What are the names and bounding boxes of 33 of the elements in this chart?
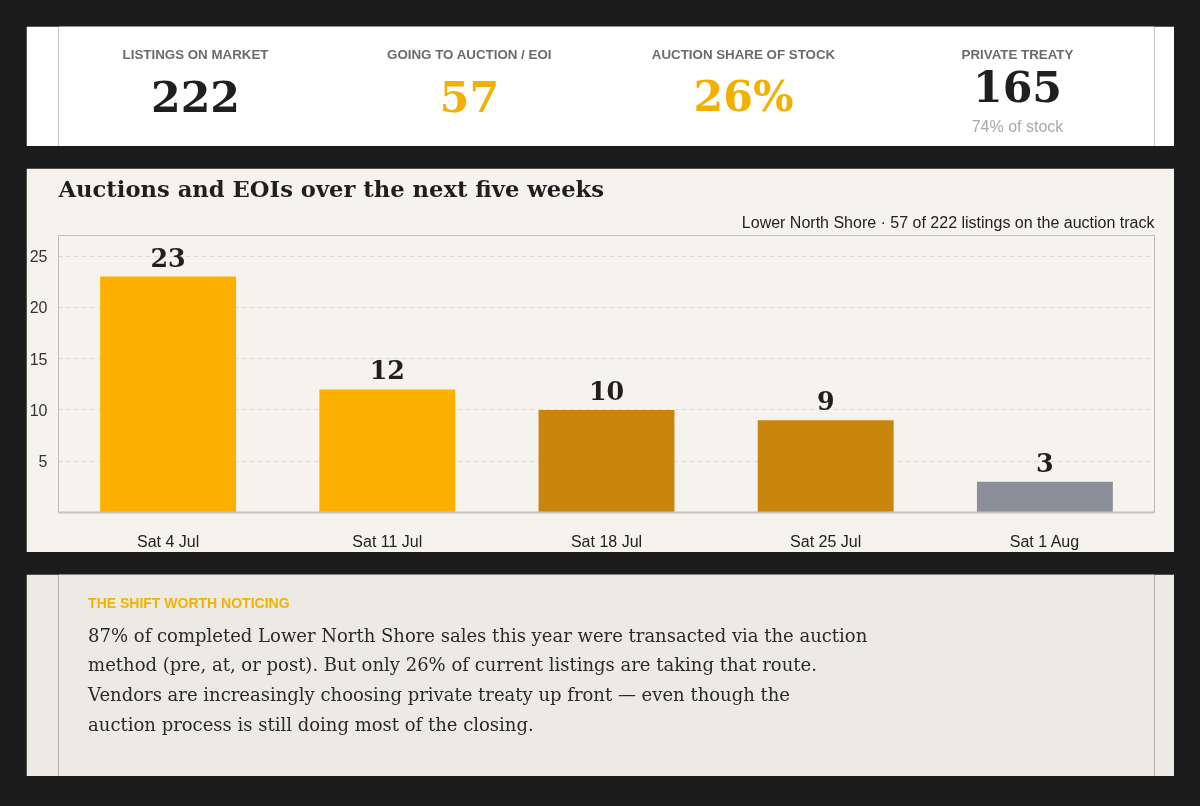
category-label: AUCTION SHARE OF STOCK [651,46,836,62]
bar [976,481,1113,513]
data-label: 10 [588,375,625,406]
text: 26% [693,71,794,122]
y-tick-label: 10 [29,401,48,419]
x-tick-label: Sat 4 Jul [136,532,200,550]
y-tick-label: 20 [29,299,48,317]
data-label: 9 [816,386,835,417]
text: 222 [150,71,241,122]
data-label: 23 [150,242,186,273]
category-label: PRIVATE TREATY [961,46,1074,62]
data-label: 12 [369,355,405,386]
category-label: LISTINGS ON MARKET [122,46,269,62]
text: THE SHIFT WORTH NOTICING [88,594,290,611]
text: 74% of stock [971,117,1065,135]
text: 87% of completed Lower North Shore sales this year were transacted via the auction method (pre, at, or post). But only 26% of current listings are taking that route. Vendors are increasingly choosing private treaty up front — even though the auction process is still doing most of the closing. [87,624,868,736]
y-tick-label: 5 [38,453,48,471]
x-tick-label: Sat 1 Aug [1009,532,1080,550]
x-tick-label: Sat 18 Jul [570,532,643,550]
x-tick-label: Sat 11 Jul [352,532,423,550]
bar [757,420,894,513]
text: 57 [439,71,500,122]
chart-title: Auctions and EOIs over the next five weeks [57,175,604,202]
bar [538,409,675,513]
chart-subtitle: Lower North Shore · 57 of 222 listings on the auction track [741,213,1156,231]
category-label: GOING TO AUCTION / EOI [387,46,552,62]
x-tick-label: Sat 25 Jul [790,532,862,550]
y-tick-label: 15 [29,350,48,368]
y-tick-label: 25 [29,248,48,266]
bar [100,276,237,513]
bar [319,389,456,513]
data-label: 3 [1036,447,1054,478]
text: 165 [972,62,1063,112]
